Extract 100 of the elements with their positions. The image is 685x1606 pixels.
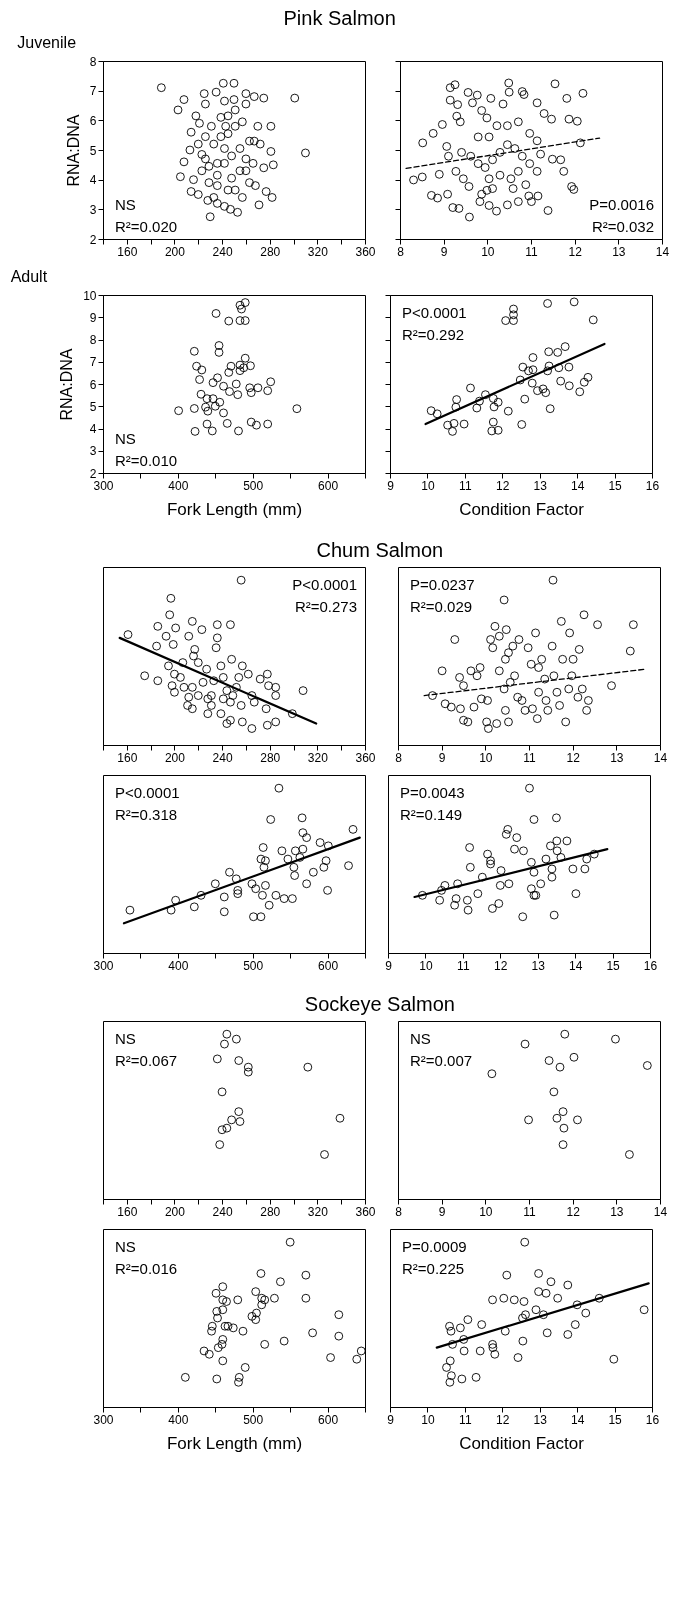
x-tick-label: 240: [212, 750, 233, 765]
point: [166, 905, 176, 915]
point: [501, 829, 511, 839]
point: [222, 1029, 232, 1039]
point: [481, 390, 490, 400]
point: [323, 841, 333, 851]
point: [513, 1353, 523, 1362]
point: [258, 843, 268, 852]
chart-title: Chum Salmon: [316, 538, 444, 561]
point: [234, 1372, 244, 1382]
x-tick-label: 320: [307, 1204, 329, 1219]
point: [446, 1326, 456, 1336]
point: [466, 383, 475, 393]
point: [199, 1346, 209, 1356]
point: [246, 361, 255, 371]
point: [519, 846, 528, 856]
point: [266, 815, 276, 824]
point: [475, 1346, 485, 1356]
point: [544, 347, 554, 357]
point: [228, 1323, 238, 1333]
chart-subtitle: Juvenile: [17, 34, 77, 51]
point: [235, 316, 245, 325]
point: [528, 365, 538, 375]
point: [543, 299, 552, 308]
x-tick-label: 13: [531, 958, 546, 973]
point: [231, 379, 241, 389]
point: [226, 361, 236, 371]
point: [212, 1374, 222, 1384]
point: [581, 1308, 591, 1318]
point: [426, 406, 436, 416]
point: [448, 1339, 457, 1349]
point: [260, 1339, 270, 1349]
x-tick-label: 16: [643, 958, 658, 973]
point: [589, 849, 599, 859]
point: [224, 316, 234, 326]
point: [559, 1123, 569, 1133]
point: [251, 1287, 261, 1297]
point: [213, 1343, 223, 1353]
point: [520, 394, 530, 404]
point: [180, 1372, 190, 1382]
point: [348, 825, 358, 834]
x-tick-label: 11: [525, 244, 539, 259]
point: [546, 841, 555, 851]
point: [189, 346, 199, 356]
point: [529, 815, 539, 824]
point: [442, 1363, 451, 1372]
point: [518, 912, 528, 922]
y-tick-label: 4: [89, 173, 97, 188]
annotation: R²=0.020: [115, 218, 178, 235]
point: [233, 1295, 243, 1305]
point: [552, 836, 562, 846]
point: [219, 907, 229, 917]
point: [558, 1140, 568, 1149]
annotation: P<0.0001: [292, 576, 357, 593]
x-tick-label: 13: [610, 750, 624, 765]
x-axis-title: Fork Length (mm): [166, 499, 303, 519]
point: [214, 348, 224, 357]
point: [276, 1277, 285, 1287]
x-axis-title: Condition Factor: [459, 499, 585, 519]
point: [218, 1356, 228, 1366]
point: [190, 427, 200, 436]
point: [323, 885, 332, 895]
point: [432, 409, 442, 419]
annotation: P<0.0001: [115, 784, 180, 801]
point: [509, 1295, 519, 1305]
point: [238, 1326, 248, 1336]
point: [225, 867, 234, 877]
point: [564, 381, 574, 391]
x-tick-label: 300: [93, 478, 114, 493]
point: [553, 1293, 563, 1303]
point: [289, 862, 299, 872]
x-tick-label: 10: [479, 750, 493, 765]
x-tick-label: 320: [307, 244, 329, 259]
point: [252, 420, 261, 430]
point: [321, 856, 331, 866]
x-axis-title: Fork Length (mm): [166, 1433, 303, 1453]
point: [487, 426, 497, 436]
annotation: P<0.0001: [402, 304, 467, 321]
point: [518, 1336, 528, 1346]
point: [552, 813, 561, 823]
x-tick-label: 16: [645, 1412, 660, 1427]
point: [301, 1293, 311, 1303]
point: [243, 1067, 253, 1077]
point: [582, 854, 592, 864]
x-tick-label: 15: [608, 478, 623, 493]
point: [320, 1150, 329, 1159]
point: [256, 1269, 266, 1278]
point: [215, 1140, 225, 1149]
point: [217, 1339, 227, 1349]
point: [520, 1237, 530, 1247]
y-tick-label: 5: [89, 143, 97, 158]
point: [519, 1297, 529, 1306]
point: [541, 854, 551, 864]
x-tick-label: 14: [655, 244, 670, 259]
point: [509, 304, 518, 314]
point: [261, 856, 270, 866]
x-tick-label: 12: [496, 478, 510, 493]
annotation: NS: [115, 1238, 136, 1255]
point: [279, 894, 289, 903]
annotation: R²=0.273: [294, 598, 357, 615]
